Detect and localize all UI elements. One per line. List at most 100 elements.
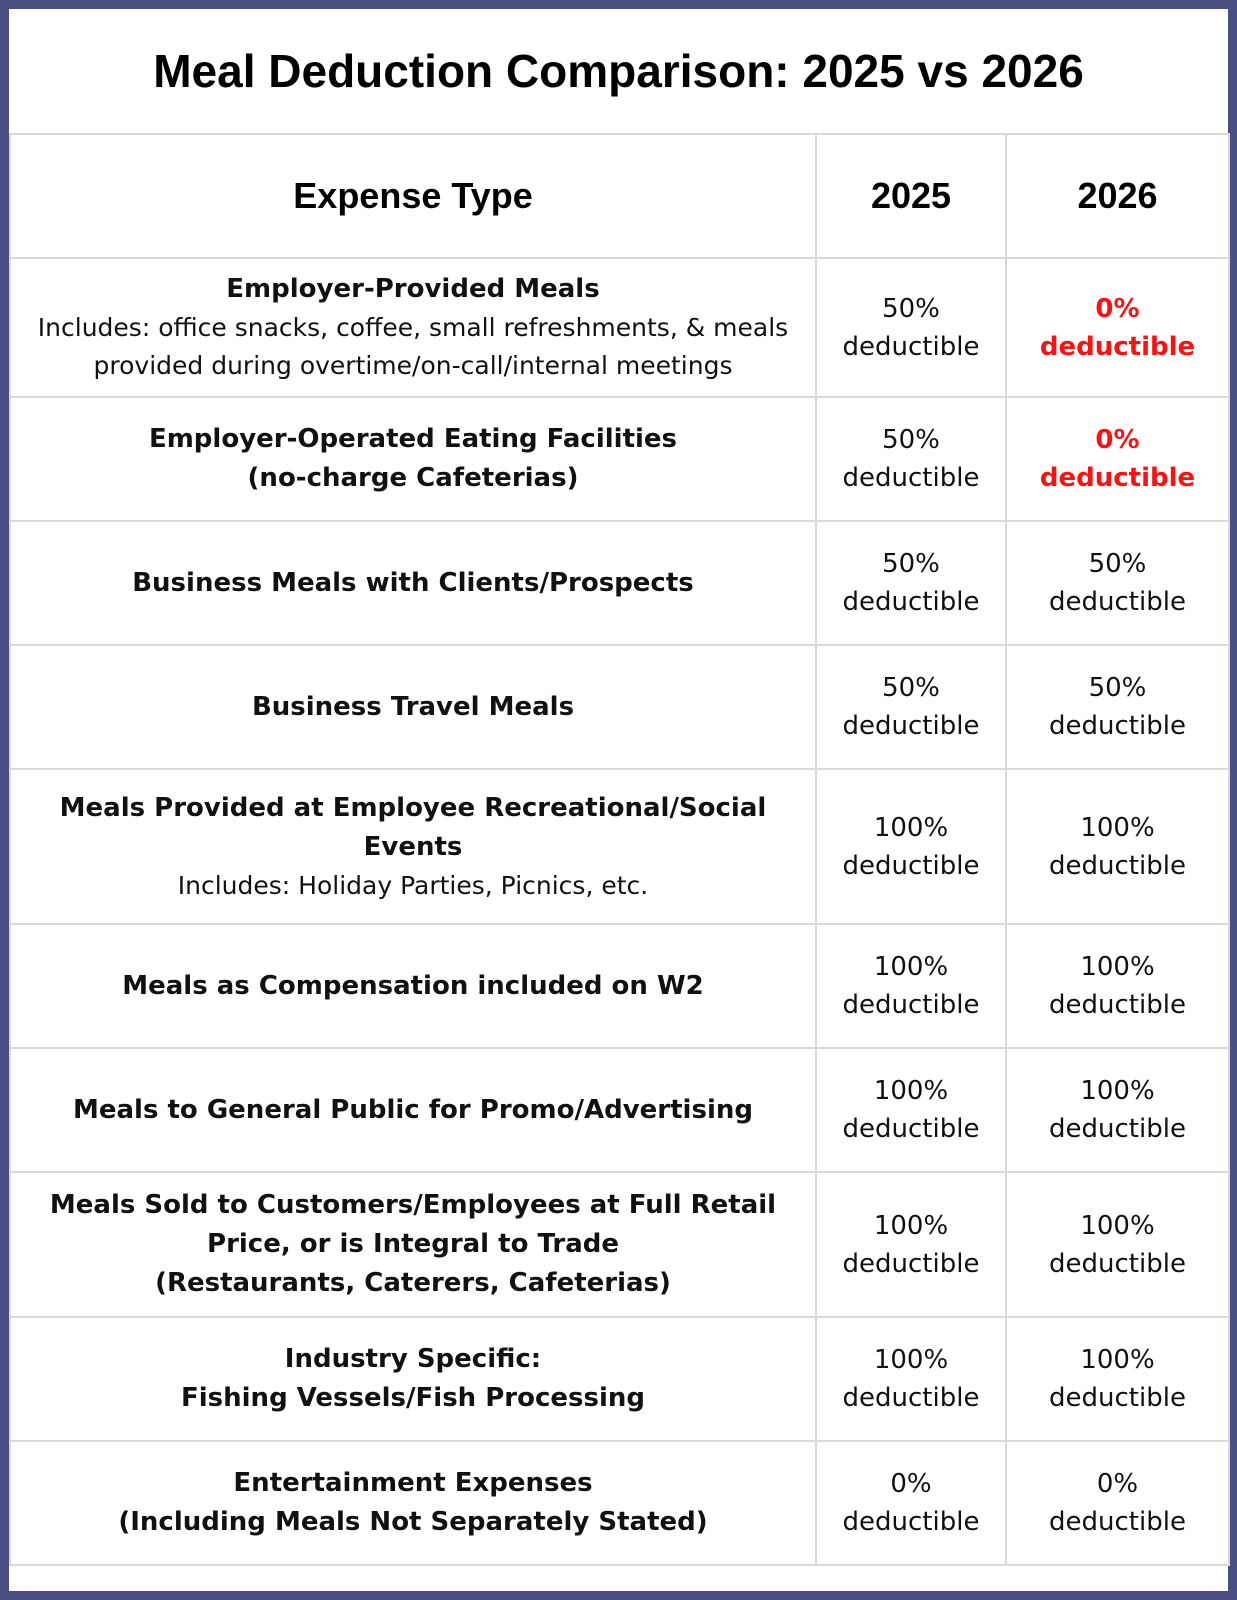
deduction-percent: 100% [873, 952, 949, 982]
expense-type-cell: Meals Provided at Employee Recreational/… [9, 768, 817, 925]
expense-type-cell: Employer-Operated Eating Facilities (no-c… [9, 396, 817, 522]
deduction-percent: 100% [873, 812, 949, 843]
deduction-label: deductible [842, 463, 980, 493]
deduction-percent: 100% [873, 1076, 949, 1106]
deduction-percent: 50% [1088, 549, 1147, 579]
deduction-cell-2026: 0% deductible [1005, 1440, 1230, 1566]
expense-name: Meals to General Public for Promo/Advert… [73, 1094, 753, 1125]
expense-type-cell: Industry Specific: Fishing Vessels/Fish P… [9, 1316, 817, 1442]
table-body: Employer-Provided Meals Includes: office … [9, 257, 1230, 1566]
deduction-label: deductible [1049, 1507, 1186, 1537]
deduction-percent: 100% [873, 1210, 949, 1241]
table-row: Meals Provided at Employee Recreational/… [9, 768, 1230, 925]
expense-name: Employer-Provided Meals [226, 274, 600, 304]
deduction-cell-2025: 50% deductible [815, 257, 1007, 398]
expense-type-cell: Meals as Compensation included on W2 [9, 923, 817, 1049]
deduction-label: deductible [842, 850, 980, 881]
deduction-label: deductible [1049, 1114, 1186, 1144]
table-row: Meals as Compensation included on W2 100%… [9, 923, 1230, 1049]
expense-name: Industry Specific: Fishing Vessels/Fish P… [180, 1344, 646, 1413]
deduction-label: deductible [1049, 587, 1186, 617]
deduction-cell-2026: 50% deductible [1005, 644, 1230, 770]
expense-name: Meals Sold to Customers/Employees at Ful… [49, 1190, 777, 1298]
deduction-label: deductible [842, 587, 980, 617]
deduction-percent: 100% [1080, 1210, 1155, 1241]
deduction-label: deductible [1039, 463, 1196, 493]
deduction-cell-2025: 100% deductible [815, 923, 1007, 1049]
deduction-cell-2026: 0% deductible [1005, 396, 1230, 522]
deduction-cell-2025: 100% deductible [815, 768, 1007, 925]
expense-name: Meals as Compensation included on W2 [122, 970, 704, 1001]
deduction-label: deductible [1049, 711, 1186, 741]
expense-name: Business Travel Meals [251, 691, 575, 722]
comparison-card: Meal Deduction Comparison: 2025 vs 2026 … [9, 9, 1230, 1591]
deduction-label: deductible [842, 1383, 980, 1413]
deduction-percent: 0% [890, 1469, 932, 1499]
header-2026: 2026 [1005, 133, 1230, 259]
deduction-percent: 100% [1080, 952, 1155, 982]
deduction-cell-2026: 100% deductible [1005, 1047, 1230, 1173]
deduction-percent: 100% [1080, 1345, 1155, 1375]
expense-type-cell: Entertainment Expenses (Including Meals N… [9, 1440, 817, 1566]
page-title: Meal Deduction Comparison: 2025 vs 2026 [153, 45, 1084, 97]
deduction-label: deductible [842, 711, 980, 741]
deduction-cell-2026: 100% deductible [1005, 768, 1230, 925]
deduction-cell-2025: 50% deductible [815, 644, 1007, 770]
table-header-row: Expense Type 2025 2026 [9, 133, 1230, 259]
expense-type-cell: Business Meals with Clients/Prospects [9, 520, 817, 646]
deduction-cell-2026: 50% deductible [1005, 520, 1230, 646]
table-row: Industry Specific: Fishing Vessels/Fish P… [9, 1316, 1230, 1442]
deduction-percent: 100% [1080, 812, 1155, 843]
deduction-label: deductible [1039, 331, 1196, 362]
deduction-table: Expense Type 2025 2026 Employer-Provided… [9, 133, 1230, 1566]
deduction-percent: 0% [1096, 1469, 1139, 1499]
expense-description: Includes: Holiday Parties, Picnics, etc. [177, 870, 649, 900]
deduction-percent: 50% [882, 293, 940, 324]
deduction-label: deductible [842, 331, 980, 362]
table-row: Meals Sold to Customers/Employees at Ful… [9, 1171, 1230, 1318]
deduction-cell-2026: 100% deductible [1005, 1171, 1230, 1318]
deduction-cell-2025: 100% deductible [815, 1047, 1007, 1173]
deduction-cell-2025: 50% deductible [815, 396, 1007, 522]
deduction-percent: 50% [882, 549, 940, 579]
deduction-label: deductible [1049, 990, 1186, 1020]
table-row: Employer-Provided Meals Includes: office … [9, 257, 1230, 398]
table-row: Business Meals with Clients/Prospects 50%… [9, 520, 1230, 646]
expense-name: Entertainment Expenses (Including Meals N… [118, 1468, 708, 1537]
expense-type-cell: Meals Sold to Customers/Employees at Ful… [9, 1171, 817, 1318]
deduction-label: deductible [842, 1507, 980, 1537]
expense-description: Includes: office snacks, coffee, small r… [37, 313, 789, 380]
deduction-label: deductible [842, 1114, 980, 1144]
table-row: Business Travel Meals 50% deductible 50% ded… [9, 644, 1230, 770]
deduction-label: deductible [842, 1248, 980, 1279]
deduction-cell-2026: 100% deductible [1005, 1316, 1230, 1442]
expense-type-cell: Employer-Provided Meals Includes: office … [9, 257, 817, 398]
table-row: Meals to General Public for Promo/Advert… [9, 1047, 1230, 1173]
deduction-cell-2025: 100% deductible [815, 1316, 1007, 1442]
table-row: Employer-Operated Eating Facilities (no-c… [9, 396, 1230, 522]
deduction-percent: 50% [882, 425, 940, 455]
deduction-label: deductible [842, 990, 980, 1020]
deduction-cell-2025: 0% deductible [815, 1440, 1007, 1566]
header-expense-type: Expense Type [9, 133, 817, 259]
deduction-cell-2026: 100% deductible [1005, 923, 1230, 1049]
expense-type-cell: Meals to General Public for Promo/Advert… [9, 1047, 817, 1173]
expense-name: Meals Provided at Employee Recreational/… [59, 792, 767, 862]
expense-name: Business Meals with Clients/Prospects [132, 567, 694, 598]
deduction-cell-2025: 50% deductible [815, 520, 1007, 646]
deduction-percent: 100% [873, 1345, 949, 1375]
deduction-cell-2026: 0% deductible [1005, 257, 1230, 398]
deduction-percent: 100% [1080, 1076, 1155, 1106]
deduction-label: deductible [1049, 1248, 1186, 1279]
expense-type-cell: Business Travel Meals [9, 644, 817, 770]
deduction-percent: 50% [1088, 673, 1147, 703]
deduction-percent: 0% [1095, 425, 1140, 455]
deduction-cell-2025: 100% deductible [815, 1171, 1007, 1318]
table-row: Entertainment Expenses (Including Meals N… [9, 1440, 1230, 1566]
header-2025: 2025 [815, 133, 1007, 259]
deduction-percent: 50% [882, 673, 940, 703]
expense-name: Employer-Operated Eating Facilities (no-c… [148, 424, 678, 493]
deduction-percent: 0% [1095, 293, 1140, 324]
deduction-label: deductible [1049, 850, 1186, 881]
deduction-label: deductible [1049, 1383, 1186, 1413]
